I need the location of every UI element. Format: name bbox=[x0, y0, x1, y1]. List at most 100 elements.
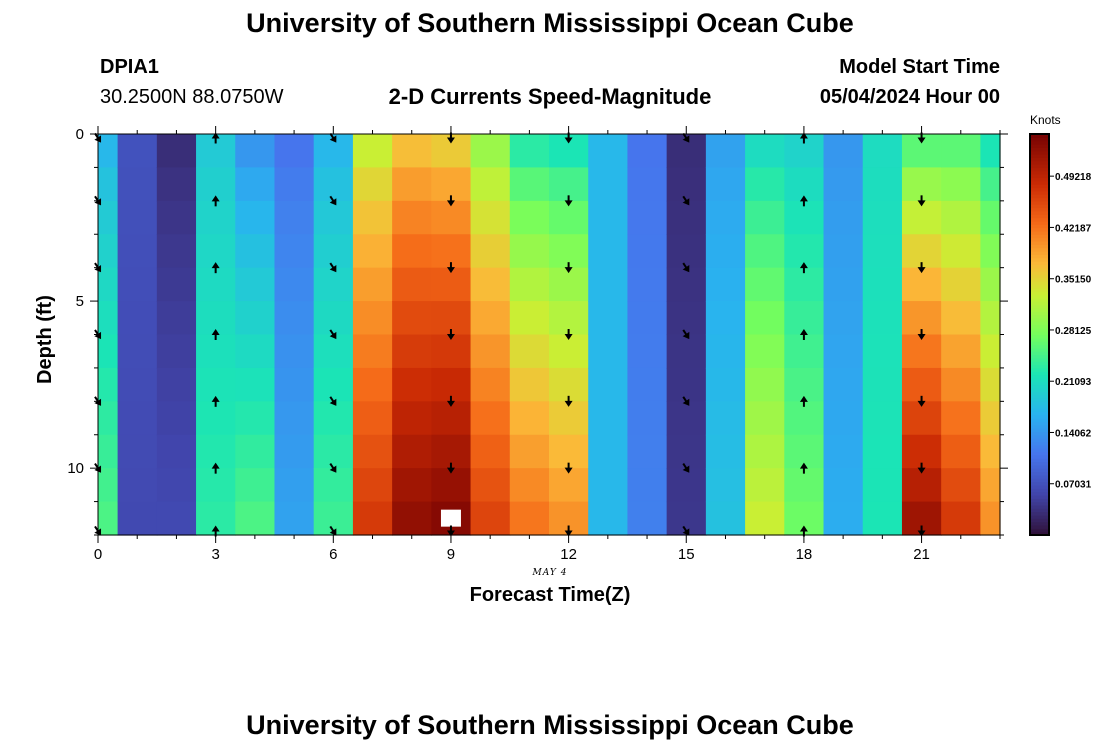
colorbar-segment bbox=[1030, 334, 1049, 339]
colorbar-segment bbox=[1030, 317, 1049, 322]
heatmap-cell bbox=[823, 434, 864, 469]
colorbar-segment bbox=[1030, 454, 1049, 459]
heatmap-cell bbox=[509, 401, 550, 436]
heatmap-cell bbox=[980, 367, 1001, 402]
heatmap-cell bbox=[823, 301, 864, 336]
colorbar-segment bbox=[1030, 194, 1049, 199]
heatmap-cell bbox=[274, 234, 315, 269]
heatmap-cell bbox=[980, 234, 1001, 269]
heatmap-cell bbox=[98, 501, 119, 536]
colorbar-segment bbox=[1030, 174, 1049, 179]
heatmap-cell bbox=[784, 468, 825, 503]
colorbar-segment bbox=[1030, 488, 1049, 493]
heatmap-cell bbox=[941, 401, 981, 436]
colorbar-segment bbox=[1030, 190, 1049, 195]
current-arrow bbox=[329, 329, 337, 340]
heatmap-cell bbox=[313, 468, 354, 503]
colorbar-segment bbox=[1030, 244, 1049, 249]
colorbar-segment bbox=[1030, 381, 1049, 386]
colorbar-segment bbox=[1030, 217, 1049, 222]
current-arrow bbox=[799, 195, 808, 207]
heatmap-cell bbox=[509, 200, 550, 235]
heatmap-cell bbox=[352, 167, 393, 202]
heatmap-cell bbox=[823, 468, 864, 503]
colorbar-segment bbox=[1030, 478, 1049, 483]
colorbar-segment bbox=[1030, 164, 1049, 169]
colorbar-segment bbox=[1030, 531, 1049, 536]
heatmap-cell bbox=[901, 468, 942, 503]
heatmap-cell bbox=[509, 134, 550, 169]
heatmap-cell bbox=[313, 367, 354, 402]
colorbar-segment bbox=[1030, 438, 1049, 443]
heatmap-cell bbox=[941, 167, 981, 202]
colorbar-segment bbox=[1030, 324, 1049, 329]
colorbar-segment bbox=[1030, 327, 1049, 332]
heatmap-cell bbox=[509, 301, 550, 336]
heatmap-cell bbox=[274, 167, 315, 202]
current-arrow bbox=[329, 132, 337, 143]
colorbar-segment bbox=[1030, 428, 1049, 433]
heatmap-cell bbox=[509, 501, 550, 536]
colorbar-segment bbox=[1030, 311, 1049, 316]
current-arrow bbox=[329, 396, 337, 406]
heatmap-cell bbox=[470, 200, 511, 235]
heatmap-cell bbox=[274, 367, 315, 402]
heatmap-cell bbox=[470, 134, 511, 169]
heatmap-cell bbox=[862, 134, 903, 169]
heatmap-cell bbox=[745, 267, 785, 302]
heatmap-cell bbox=[980, 200, 1001, 235]
colorbar-segment bbox=[1030, 307, 1049, 312]
heatmap-cell bbox=[352, 401, 393, 436]
colorbar-segment bbox=[1030, 137, 1049, 142]
colorbar-segment bbox=[1030, 424, 1049, 429]
heatmap-cell bbox=[980, 301, 1001, 336]
current-arrow bbox=[211, 395, 220, 407]
heatmap-cell bbox=[745, 167, 785, 202]
colorbar-segment bbox=[1030, 227, 1049, 232]
heatmap-cell bbox=[941, 367, 981, 402]
colorbar-segment bbox=[1030, 354, 1049, 359]
heatmap-cell bbox=[784, 401, 825, 436]
heatmap-cell bbox=[941, 301, 981, 336]
heatmap-cell bbox=[862, 334, 903, 369]
heatmap-cell bbox=[666, 367, 707, 402]
heatmap-cell bbox=[627, 434, 668, 469]
heatmap-cell bbox=[470, 367, 511, 402]
heatmap-cell bbox=[313, 167, 354, 202]
heatmap-cell bbox=[588, 434, 629, 469]
x-tick-label: 15 bbox=[678, 546, 695, 563]
heatmap-cell bbox=[392, 367, 432, 402]
heatmap-cell bbox=[745, 367, 785, 402]
heatmap-cell bbox=[196, 200, 236, 235]
heatmap-cell bbox=[117, 401, 158, 436]
colorbar-segment bbox=[1030, 224, 1049, 229]
heatmap-cell bbox=[901, 401, 942, 436]
colorbar-segment bbox=[1030, 140, 1049, 145]
colorbar-segment bbox=[1030, 177, 1049, 182]
colorbar-segment bbox=[1030, 404, 1049, 409]
current-arrow bbox=[211, 132, 220, 144]
heatmap-cell bbox=[235, 167, 276, 202]
heatmap-cell bbox=[156, 234, 197, 269]
chart-subtitle: 2-D Currents Speed-Magnitude bbox=[388, 84, 712, 109]
heatmap-cell bbox=[627, 501, 668, 536]
heatmap-cell bbox=[98, 267, 119, 302]
heatmap-cell bbox=[392, 501, 432, 536]
heatmap-cell bbox=[862, 401, 903, 436]
heatmap-cell bbox=[705, 367, 746, 402]
heatmap-cell bbox=[274, 334, 315, 369]
heatmap-cell bbox=[745, 200, 785, 235]
heatmap-cell bbox=[117, 167, 158, 202]
colorbar-segment bbox=[1030, 287, 1049, 292]
current-arrow bbox=[799, 395, 808, 407]
heatmap-cell bbox=[588, 468, 629, 503]
heatmap-cell bbox=[588, 200, 629, 235]
heatmap-cell bbox=[156, 167, 197, 202]
colorbar-segment bbox=[1030, 371, 1049, 376]
colorbar-segment bbox=[1030, 301, 1049, 306]
colorbar-segment bbox=[1030, 514, 1049, 519]
current-vectors bbox=[94, 132, 926, 537]
heatmap-cell bbox=[745, 234, 785, 269]
colorbar-segment bbox=[1030, 367, 1049, 372]
colorbar-segment bbox=[1030, 414, 1049, 419]
